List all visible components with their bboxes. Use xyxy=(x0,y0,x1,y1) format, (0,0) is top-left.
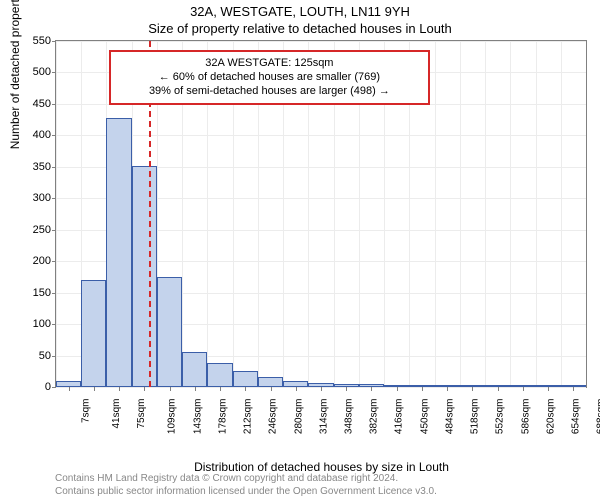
chart-container: 32A, WESTGATE, LOUTH, LN11 9YH Size of p… xyxy=(0,4,600,504)
xtick-mark xyxy=(346,387,347,391)
histogram-bar xyxy=(258,377,283,387)
xtick-label: 41sqm xyxy=(111,399,122,429)
ytick-label: 0 xyxy=(21,381,51,393)
ytick-label: 350 xyxy=(21,161,51,173)
chart-area: Number of detached properties 0501001502… xyxy=(55,40,588,410)
xtick-label: 518sqm xyxy=(470,399,481,435)
annotation-line3: 39% of semi-detached houses are larger (… xyxy=(121,84,418,98)
xtick-mark xyxy=(119,387,120,391)
xtick-label: 178sqm xyxy=(217,399,228,435)
xtick-mark xyxy=(447,387,448,391)
xtick-label: 143sqm xyxy=(192,399,203,435)
histogram-bar xyxy=(182,352,207,387)
grid-col xyxy=(561,41,562,387)
histogram-bar xyxy=(132,166,157,387)
xtick-mark xyxy=(321,387,322,391)
xtick-mark xyxy=(94,387,95,391)
plot-region: 0501001502002503003504004505005507sqm41s… xyxy=(55,40,587,388)
xtick-mark xyxy=(144,387,145,391)
grid-col xyxy=(460,41,461,387)
xtick-label: 246sqm xyxy=(268,399,279,435)
xtick-label: 586sqm xyxy=(520,399,531,435)
xtick-mark xyxy=(573,387,574,391)
xtick-label: 7sqm xyxy=(80,399,91,423)
xtick-mark xyxy=(472,387,473,391)
xtick-label: 654sqm xyxy=(571,399,582,435)
ytick-label: 200 xyxy=(21,255,51,267)
xtick-mark xyxy=(548,387,549,391)
histogram-bar xyxy=(81,280,106,387)
y-axis-label: Number of detached properties xyxy=(8,0,22,149)
xtick-label: 314sqm xyxy=(318,399,329,435)
xtick-label: 450sqm xyxy=(419,399,430,435)
annotation-line2: ← 60% of detached houses are smaller (76… xyxy=(121,70,418,84)
grid-col xyxy=(56,41,57,387)
ytick-label: 400 xyxy=(21,129,51,141)
xtick-mark xyxy=(271,387,272,391)
title-main: 32A, WESTGATE, LOUTH, LN11 9YH xyxy=(0,4,600,19)
histogram-bar xyxy=(207,363,232,387)
ytick-label: 500 xyxy=(21,66,51,78)
ytick-label: 100 xyxy=(21,318,51,330)
xtick-label: 620sqm xyxy=(545,399,556,435)
xtick-label: 382sqm xyxy=(369,399,380,435)
xtick-label: 109sqm xyxy=(167,399,178,435)
xtick-label: 75sqm xyxy=(136,399,147,429)
xtick-label: 552sqm xyxy=(495,399,506,435)
xtick-label: 280sqm xyxy=(293,399,304,435)
xtick-label: 212sqm xyxy=(243,399,254,435)
ytick-label: 450 xyxy=(21,98,51,110)
xtick-mark xyxy=(220,387,221,391)
grid-col xyxy=(435,41,436,387)
xtick-mark xyxy=(397,387,398,391)
title-sub: Size of property relative to detached ho… xyxy=(0,21,600,36)
grid-col xyxy=(536,41,537,387)
histogram-bar xyxy=(106,118,131,387)
ytick-label: 150 xyxy=(21,287,51,299)
footer-line1: Contains HM Land Registry data © Crown c… xyxy=(55,473,398,484)
ytick-label: 550 xyxy=(21,35,51,47)
xtick-mark xyxy=(422,387,423,391)
grid-row xyxy=(56,135,586,136)
xtick-mark xyxy=(170,387,171,391)
xtick-mark xyxy=(195,387,196,391)
xtick-mark xyxy=(498,387,499,391)
xtick-mark xyxy=(371,387,372,391)
xtick-label: 484sqm xyxy=(445,399,456,435)
histogram-bar xyxy=(233,371,258,387)
ytick-mark xyxy=(52,387,56,388)
grid-col xyxy=(485,41,486,387)
grid-row xyxy=(56,41,586,42)
ytick-label: 300 xyxy=(21,192,51,204)
xtick-mark xyxy=(245,387,246,391)
footer-attribution: Contains HM Land Registry data © Crown c… xyxy=(55,472,437,498)
annotation-line1: 32A WESTGATE: 125sqm xyxy=(121,56,418,70)
xtick-mark xyxy=(69,387,70,391)
grid-col xyxy=(510,41,511,387)
ytick-label: 250 xyxy=(21,224,51,236)
xtick-label: 348sqm xyxy=(344,399,355,435)
footer-line2: Contains public sector information licen… xyxy=(55,486,437,497)
histogram-bar xyxy=(157,277,182,387)
xtick-mark xyxy=(296,387,297,391)
xtick-label: 688sqm xyxy=(596,399,600,435)
ytick-label: 50 xyxy=(21,350,51,362)
xtick-mark xyxy=(523,387,524,391)
annotation-box: 32A WESTGATE: 125sqm← 60% of detached ho… xyxy=(109,50,430,105)
xtick-label: 416sqm xyxy=(394,399,405,435)
